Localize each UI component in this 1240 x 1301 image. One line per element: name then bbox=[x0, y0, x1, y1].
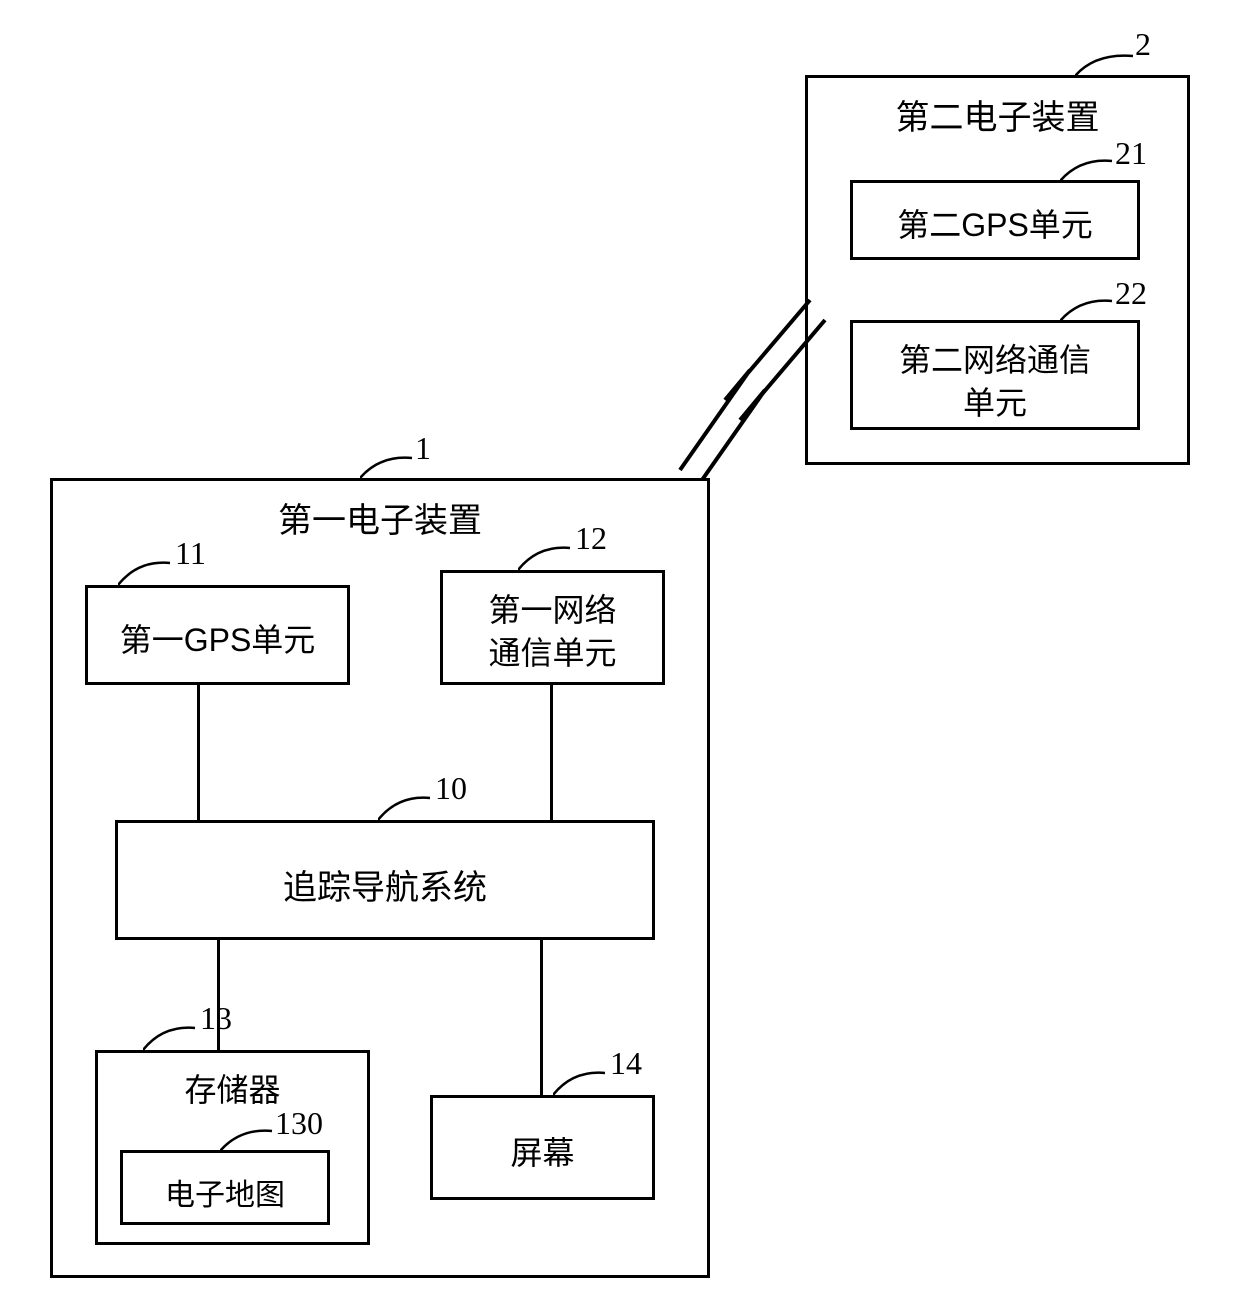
ref-device1-storage: 13 bbox=[200, 1000, 232, 1037]
leader-device1-storage bbox=[143, 1022, 198, 1052]
device1-gps-label: 第一GPS单元 bbox=[85, 615, 350, 661]
device1-netcomm-label1: 第一网络 bbox=[440, 585, 665, 631]
leader-device1-netcomm bbox=[518, 542, 573, 572]
device1-storage-label: 存储器 bbox=[95, 1065, 370, 1111]
ref-device2-netcomm: 22 bbox=[1115, 275, 1147, 312]
ref-device2: 2 bbox=[1135, 26, 1151, 63]
leader-device2-gps bbox=[1060, 155, 1115, 183]
leader-device1-screen bbox=[553, 1067, 608, 1097]
device2-netcomm-label1: 第二网络通信 bbox=[850, 335, 1140, 381]
device1-title: 第一电子装置 bbox=[50, 493, 710, 542]
device2-netcomm-label2: 单元 bbox=[850, 378, 1140, 424]
device1-screen-label: 屏幕 bbox=[430, 1128, 655, 1174]
device2-title: 第二电子装置 bbox=[805, 90, 1190, 139]
device1-map-label: 电子地图 bbox=[120, 1170, 330, 1214]
edge-gps-nav bbox=[197, 685, 200, 820]
edge-netcomm-nav bbox=[550, 685, 553, 820]
ref-device1-screen: 14 bbox=[610, 1045, 642, 1082]
ref-device1-nav: 10 bbox=[435, 770, 467, 807]
leader-device1-gps bbox=[118, 557, 173, 587]
device2-gps-label: 第二GPS单元 bbox=[850, 200, 1140, 246]
ref-device1-map: 130 bbox=[275, 1105, 323, 1142]
ref-device2-gps: 21 bbox=[1115, 135, 1147, 172]
leader-device1 bbox=[360, 452, 415, 480]
leader-device2 bbox=[1075, 48, 1135, 78]
ref-device1-netcomm: 12 bbox=[575, 520, 607, 557]
edge-nav-screen bbox=[540, 940, 543, 1095]
diagram-canvas: 第二电子装置 2 第二GPS单元 21 第二网络通信 单元 22 第一电子装置 … bbox=[0, 0, 1240, 1301]
device1-nav-label: 追踪导航系统 bbox=[115, 860, 655, 909]
leader-device2-netcomm bbox=[1060, 295, 1115, 323]
wireless-icon bbox=[670, 290, 830, 500]
ref-device1-gps: 11 bbox=[175, 535, 206, 572]
leader-device1-nav bbox=[378, 792, 433, 822]
ref-device1: 1 bbox=[415, 430, 431, 467]
edge-nav-storage bbox=[217, 940, 220, 1050]
leader-device1-map bbox=[220, 1125, 275, 1153]
device1-netcomm-label2: 通信单元 bbox=[440, 628, 665, 674]
